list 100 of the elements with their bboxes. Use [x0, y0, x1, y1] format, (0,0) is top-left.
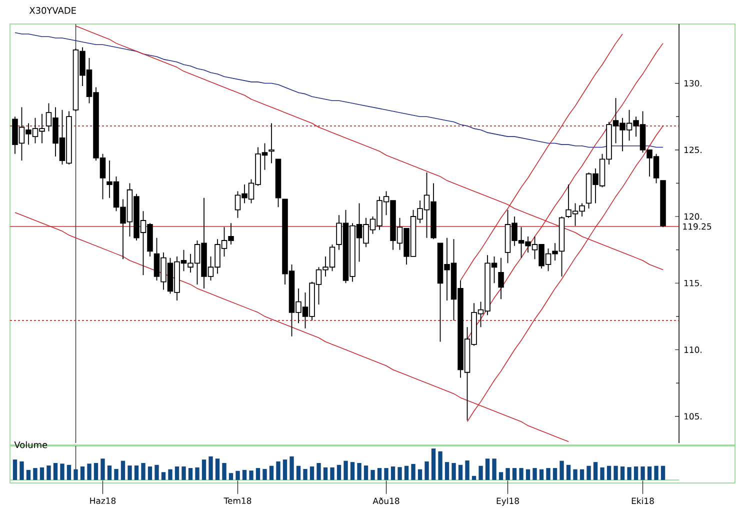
bar	[269, 466, 274, 480]
bar	[202, 460, 206, 480]
bar	[614, 466, 618, 480]
bar	[485, 458, 490, 480]
bar	[498, 472, 504, 480]
bar	[128, 466, 132, 480]
bar	[506, 468, 510, 480]
bar	[296, 466, 301, 480]
x-tick-label: Eki18	[632, 498, 654, 504]
bar	[431, 448, 436, 480]
bar	[174, 466, 180, 480]
bar	[290, 456, 294, 480]
bar	[532, 468, 537, 480]
bar	[228, 473, 234, 480]
bar	[418, 469, 422, 480]
bar	[364, 466, 368, 480]
bar	[66, 464, 72, 480]
bar	[600, 467, 604, 480]
bar	[458, 464, 463, 480]
bar	[208, 456, 213, 480]
bar	[465, 460, 470, 480]
bar	[444, 462, 450, 480]
bar	[336, 464, 342, 480]
bar	[344, 460, 348, 480]
bar	[377, 468, 382, 480]
bar	[53, 463, 58, 480]
bar	[580, 469, 584, 480]
bar	[262, 468, 267, 480]
bar	[236, 470, 240, 480]
bar	[647, 466, 652, 480]
bar	[46, 466, 51, 480]
bar	[195, 467, 200, 480]
bar	[519, 468, 524, 480]
bar	[148, 466, 152, 480]
bar	[12, 460, 18, 480]
bar	[40, 467, 44, 480]
chart-title: Volume	[14, 441, 48, 448]
bar	[80, 466, 85, 480]
bar	[303, 468, 308, 480]
bar	[33, 468, 38, 480]
x-tick-label: Tem18	[224, 498, 252, 504]
bar	[330, 467, 334, 480]
bar	[215, 458, 220, 480]
bar	[182, 466, 186, 480]
bar	[404, 466, 409, 480]
bar	[492, 458, 496, 480]
bar	[222, 463, 226, 480]
bar	[154, 464, 159, 480]
x-tick-label: Aðu18	[372, 498, 400, 504]
bar	[438, 451, 442, 480]
bar	[398, 467, 402, 480]
bar	[188, 468, 193, 480]
bar	[452, 463, 456, 480]
bar	[654, 466, 658, 480]
bar	[114, 468, 118, 480]
bar	[60, 464, 64, 480]
bar	[350, 462, 355, 480]
bar	[120, 460, 126, 480]
bar	[134, 466, 139, 480]
bar	[586, 466, 591, 480]
bar	[256, 468, 260, 480]
bar	[606, 466, 612, 480]
bar	[310, 466, 314, 480]
bar	[161, 472, 166, 480]
bar	[87, 464, 92, 480]
bar	[26, 470, 31, 480]
bar	[357, 463, 362, 480]
bar	[384, 468, 388, 480]
bar	[276, 461, 280, 480]
bar	[546, 468, 550, 480]
bar	[94, 463, 98, 480]
bar	[560, 460, 564, 480]
bar	[74, 469, 78, 480]
bar	[20, 461, 24, 480]
bar	[141, 463, 146, 480]
bar	[627, 467, 632, 480]
bar	[552, 468, 558, 480]
bar	[316, 463, 321, 480]
bar	[390, 466, 396, 480]
x-tick-label: Haz18	[90, 498, 116, 504]
bar	[566, 464, 571, 480]
bar	[620, 466, 625, 480]
bar	[634, 466, 638, 480]
bar	[573, 469, 578, 480]
bar	[100, 458, 105, 480]
bar	[472, 476, 476, 480]
bar	[249, 470, 254, 480]
bar	[660, 466, 666, 480]
bar	[282, 460, 288, 480]
bar	[526, 469, 530, 480]
bar	[539, 469, 544, 480]
bar	[478, 466, 483, 480]
bar	[107, 466, 112, 480]
bar	[168, 469, 172, 480]
bar	[424, 461, 429, 480]
bar	[323, 467, 328, 480]
bar	[411, 464, 416, 480]
bar	[242, 470, 247, 480]
x-tick-label: Eyl18	[496, 498, 519, 506]
bar	[512, 468, 517, 480]
